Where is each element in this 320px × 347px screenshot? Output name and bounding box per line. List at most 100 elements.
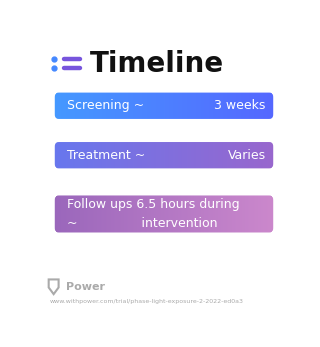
Bar (98, 137, 99, 173)
Bar (117, 88, 118, 124)
Bar (207, 88, 209, 124)
Bar (169, 88, 170, 124)
Bar (269, 191, 270, 237)
Bar (188, 88, 189, 124)
Bar (231, 191, 232, 237)
Bar (162, 88, 163, 124)
Bar (181, 191, 183, 237)
Bar (150, 191, 152, 237)
Bar (124, 88, 126, 124)
Bar (190, 88, 191, 124)
Bar (143, 88, 145, 124)
Bar (182, 191, 183, 237)
Bar (181, 88, 183, 124)
Bar (168, 137, 169, 173)
Bar (78, 191, 79, 237)
Bar (225, 137, 226, 173)
Bar (99, 88, 100, 124)
Bar (180, 191, 181, 237)
Bar (232, 137, 234, 173)
Bar (91, 191, 92, 237)
Bar (228, 137, 229, 173)
Bar (236, 88, 237, 124)
Bar (156, 137, 157, 173)
Bar (93, 191, 94, 237)
Bar (213, 191, 214, 237)
Bar (85, 191, 86, 237)
Bar (121, 88, 122, 124)
Bar (249, 137, 251, 173)
Bar (204, 88, 205, 124)
Bar (72, 88, 73, 124)
Bar (175, 137, 176, 173)
Bar (52, 88, 53, 124)
Bar (192, 137, 193, 173)
Bar (210, 191, 211, 237)
Bar (214, 191, 215, 237)
Bar (68, 88, 69, 124)
Bar (70, 88, 71, 124)
Bar (76, 88, 77, 124)
Bar (205, 191, 206, 237)
Bar (94, 88, 95, 124)
Bar (270, 191, 271, 237)
Bar (130, 137, 131, 173)
Bar (61, 88, 63, 124)
Bar (135, 137, 136, 173)
Bar (106, 88, 108, 124)
Bar (262, 137, 263, 173)
Bar (251, 88, 252, 124)
Bar (248, 137, 249, 173)
Bar (126, 88, 127, 124)
Bar (58, 191, 60, 237)
Bar (223, 88, 225, 124)
Bar (71, 88, 72, 124)
Bar (218, 137, 219, 173)
Bar (142, 88, 143, 124)
Bar (219, 191, 220, 237)
Bar (211, 88, 212, 124)
Bar (104, 191, 105, 237)
Bar (260, 191, 262, 237)
Bar (183, 88, 184, 124)
Bar (152, 191, 153, 237)
Bar (155, 191, 156, 237)
Bar (143, 137, 144, 173)
Bar (78, 137, 79, 173)
Bar (60, 88, 62, 124)
Bar (63, 88, 64, 124)
Bar (209, 191, 210, 237)
Bar (96, 88, 98, 124)
Bar (149, 88, 151, 124)
Bar (65, 137, 66, 173)
Bar (54, 191, 55, 237)
Bar (136, 137, 137, 173)
Bar (208, 137, 209, 173)
Bar (156, 191, 158, 237)
Bar (108, 88, 109, 124)
Bar (276, 191, 277, 237)
Bar (275, 88, 276, 124)
Text: Treatment ~: Treatment ~ (67, 149, 146, 162)
Bar (222, 88, 223, 124)
Bar (104, 137, 105, 173)
Bar (240, 88, 241, 124)
Bar (201, 191, 202, 237)
Bar (274, 88, 275, 124)
Bar (64, 137, 66, 173)
Bar (205, 88, 206, 124)
Bar (163, 191, 164, 237)
Bar (79, 191, 80, 237)
Bar (56, 137, 57, 173)
Bar (120, 191, 121, 237)
Bar (80, 88, 81, 124)
Bar (72, 191, 73, 237)
Bar (137, 191, 139, 237)
Bar (50, 137, 51, 173)
Bar (229, 88, 231, 124)
Bar (198, 137, 199, 173)
Bar (232, 88, 233, 124)
Bar (86, 88, 87, 124)
Bar (153, 191, 155, 237)
Bar (247, 191, 248, 237)
